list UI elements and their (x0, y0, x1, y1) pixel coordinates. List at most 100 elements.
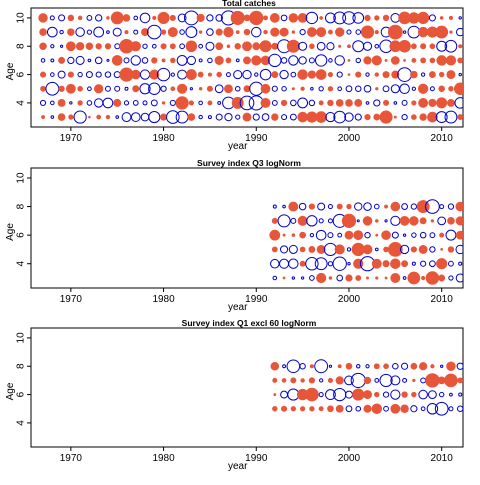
bubble-positive (160, 113, 168, 121)
bubble-negative (310, 86, 314, 91)
bubble-negative (344, 112, 354, 122)
bubble-negative (40, 58, 46, 63)
bubble-positive (160, 43, 167, 50)
bubble-negative (106, 30, 110, 34)
bubble-negative (271, 99, 278, 106)
bubble-negative (112, 27, 122, 37)
bubble-negative (456, 405, 463, 413)
bubble-positive (93, 84, 104, 94)
bubble-negative (50, 115, 55, 119)
bubble-negative (215, 14, 223, 22)
y-tick-label: 10 (16, 12, 27, 24)
bubble-negative (177, 13, 187, 23)
bubble-positive (418, 362, 428, 371)
bubble-positive (344, 230, 354, 240)
bubble-positive (374, 72, 379, 77)
bubble-negative (390, 375, 401, 386)
bubble-negative (374, 43, 380, 49)
bubble-positive (187, 113, 196, 121)
bubble-negative (139, 12, 151, 24)
bubble-negative (45, 81, 60, 96)
bubble-positive (141, 28, 149, 37)
bubble-negative (346, 247, 352, 252)
bubble-positive (152, 15, 157, 20)
bubble-negative (336, 71, 343, 78)
bubble-negative (75, 27, 85, 37)
bubble-negative (384, 219, 388, 223)
bubble-positive (57, 98, 66, 107)
plot-frame (30, 7, 464, 128)
bubble-positive (260, 83, 271, 94)
bubble-negative (354, 202, 363, 211)
bubble-negative (345, 405, 353, 413)
bubble-negative (132, 100, 139, 106)
bubble-positive (327, 71, 334, 78)
bubble-negative (290, 99, 297, 107)
bubble-negative (185, 26, 198, 39)
bubble-negative (456, 362, 463, 370)
bubble-positive (288, 201, 299, 212)
bubble-negative (60, 44, 64, 48)
bubble-positive (390, 403, 401, 414)
bubble-negative (95, 14, 103, 22)
bubble-positive (352, 388, 365, 401)
bubble-positive (334, 244, 345, 255)
bubble-negative (444, 39, 458, 53)
bubble-positive (242, 41, 252, 52)
bubble-positive (458, 44, 463, 49)
bubble-positive (366, 276, 369, 280)
bubble-positive (371, 403, 383, 414)
bubble-negative (300, 276, 305, 280)
bubble-negative (314, 54, 328, 67)
bubble-positive (252, 42, 261, 51)
bubble-positive (447, 98, 455, 107)
bubble-positive (40, 71, 47, 78)
bubble-negative (333, 110, 347, 124)
bubble-negative (356, 219, 360, 223)
bubble-negative (290, 217, 297, 224)
bubble-positive (188, 100, 194, 106)
bubble-positive (281, 405, 288, 412)
bubble-positive (77, 85, 83, 92)
bubble-positive (169, 43, 176, 50)
panel-3: Survey index Q1 excl 60 logNorm 1970 1980 1… (5, 318, 464, 472)
bubble-positive (347, 44, 351, 49)
bubble-positive (337, 364, 342, 369)
bubble-positive (327, 377, 333, 383)
bubble-positive (269, 229, 281, 241)
bubble-negative (268, 53, 282, 68)
bubble-negative (139, 69, 151, 80)
bubble-positive (39, 28, 47, 36)
bubble-negative (183, 10, 199, 26)
bubble-negative (198, 43, 204, 49)
bubble-positive (439, 16, 444, 20)
bubble-negative (429, 260, 436, 268)
bubble-positive (383, 99, 390, 106)
bubble-positive (335, 99, 344, 107)
bubble-negative (87, 58, 92, 63)
bubble-negative (130, 112, 141, 122)
bubble-positive (170, 86, 176, 92)
bubble-positive (161, 101, 166, 105)
bubble-positive (419, 113, 427, 121)
bubble-negative (346, 29, 352, 35)
bubble-negative (254, 72, 259, 77)
y-tick-label: 8 (16, 203, 27, 209)
bubble-positive (362, 244, 373, 255)
bubble-negative (333, 11, 347, 25)
bubble-negative (401, 99, 408, 106)
bubble-positive (243, 28, 251, 36)
bubble-positive (306, 27, 317, 37)
x-tick-label: 2000 (338, 133, 361, 144)
bubble-positive (448, 15, 453, 20)
bubble-positive (286, 39, 300, 53)
bubble-positive (160, 29, 167, 35)
bubble-positive (38, 13, 48, 23)
bubble-negative (428, 390, 437, 399)
bubble-negative (251, 26, 262, 38)
bubble-negative (411, 86, 416, 91)
bubble-negative (288, 258, 299, 269)
bubble-positive (196, 13, 205, 22)
bubble-positive (400, 404, 409, 413)
